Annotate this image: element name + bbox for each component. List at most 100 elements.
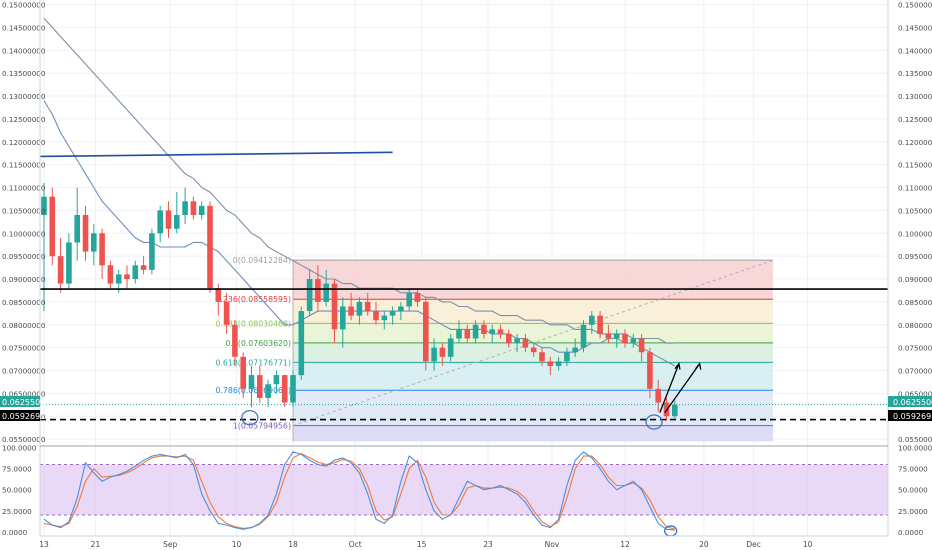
bearish-candle-body [124, 274, 130, 280]
bearish-candle-body [439, 347, 446, 357]
left-price-tick-label: 0.13500000 [2, 69, 46, 78]
left-price-tick-label: 0.12500000 [2, 115, 46, 124]
date-tick-label: Sep [163, 540, 177, 549]
bearish-candle-body [207, 205, 213, 289]
bearish-candle-body [99, 233, 105, 266]
fib-zone [293, 342, 773, 363]
bearish-candle-body [223, 301, 230, 325]
bullish-candle-body [613, 333, 620, 339]
fib-level-label: 0.236(0.08558595) [215, 295, 291, 304]
blue-trendline[interactable] [39, 151, 393, 158]
highlight-circle[interactable] [241, 409, 259, 426]
bearish-candle-body [655, 388, 661, 403]
bearish-candle-body [331, 283, 338, 330]
bullish-candle-body [132, 265, 139, 280]
right-price-tick-label: 0.15000000 [898, 1, 932, 10]
date-tick-label: Oct [349, 540, 362, 549]
fib-level-label: 0.786(0.06569064) [215, 386, 291, 395]
bearish-candle-body [240, 356, 246, 389]
fib-level-label: 0.618(0.07176771) [215, 358, 291, 367]
bullish-candle-body [273, 375, 280, 385]
projection-arrow-1[interactable] [659, 363, 680, 413]
bullish-candle-body [340, 306, 346, 330]
date-tick-label: 10 [803, 540, 813, 549]
fib-zone [293, 323, 773, 343]
bullish-candle-body [580, 324, 587, 348]
fib-level-label: 1(0.05794956) [233, 422, 291, 431]
left-price-tick-label: 0.12000000 [2, 138, 46, 147]
right-stochastic-tick-label: 25.0000 [898, 507, 928, 516]
bullish-candle-body [41, 196, 47, 215]
drawn-lines[interactable] [39, 151, 888, 421]
bearish-candle-body [605, 333, 612, 339]
bearish-candle-body [373, 311, 379, 321]
bullish-candle-body [265, 384, 271, 398]
bearish-candle-body [530, 347, 537, 353]
right-price-tick-label: 0.05500000 [898, 435, 932, 444]
date-tick-label: 21 [91, 540, 101, 549]
date-tick-label: 13 [39, 540, 49, 549]
left-current-price-tag [0, 396, 40, 407]
right-price-tick-label: 0.11500000 [898, 161, 932, 170]
right-current-price-tag [888, 396, 932, 407]
right-price-tick-label: 0.06500000 [898, 389, 932, 398]
bearish-candle-body [57, 256, 64, 284]
bearish-candle-body [647, 352, 653, 389]
bullish-candle-body [589, 315, 595, 325]
bullish-candle-body [381, 315, 388, 321]
right-price-tick-label: 0.14000000 [898, 46, 932, 55]
right-price-tick-label: 0.09500000 [898, 252, 932, 261]
right-price-tick-label: 0.13500000 [898, 69, 932, 78]
bullish-candle-body [572, 347, 578, 353]
left-price-tick-label: 0.13000000 [2, 92, 46, 101]
right-price-tick-label: 0.07000000 [898, 367, 932, 376]
left-price-tick-label: 0.15000000 [2, 1, 46, 10]
bearish-candle-body [638, 338, 645, 353]
right-price-tick-label: 0.09000000 [898, 275, 932, 284]
left-price-tick-label: 0.08500000 [2, 298, 46, 307]
left-price-tick-label: 0.08000000 [2, 321, 46, 330]
right-price-tick-label: 0.08000000 [898, 321, 932, 330]
bullish-candle-body [198, 205, 205, 215]
left-current-price-label: 0.06255004 [2, 398, 50, 407]
bullish-candle-body [472, 324, 479, 339]
stochastic-oscillator-pane [40, 451, 888, 537]
left-price-tick-label: 0.09000000 [2, 275, 46, 284]
date-tick-label: 12 [620, 540, 630, 549]
annotations[interactable] [241, 362, 702, 430]
right-price-tick-label: 0.13000000 [898, 92, 932, 101]
fib-level-label: 0(0.09412284) [233, 256, 291, 265]
bearish-candle-body [364, 301, 371, 312]
stochastic-k-line [43, 451, 675, 531]
bearish-candle-body [539, 352, 545, 362]
right-price-tick-label: 0.10500000 [898, 206, 932, 215]
bearish-candle-body [82, 214, 89, 252]
bullish-candle-body [555, 361, 562, 366]
left-price-tick-label: 0.10000000 [2, 229, 46, 238]
bullish-candle-body [323, 283, 329, 302]
date-tick-label: 18 [288, 540, 298, 549]
left-price-tick-label: 0.14000000 [2, 46, 46, 55]
fibonacci-retracement[interactable]: 0(0.09412284) 0.236(0.08558595) 0.382(0.08… [215, 256, 774, 442]
bearish-candle-body [215, 288, 222, 302]
bearish-candle-body [165, 210, 172, 229]
left-price-tick-label: 0.07000000 [2, 367, 46, 376]
projection-arrow-2[interactable] [664, 363, 701, 413]
bullish-candle-body [66, 242, 72, 284]
bullish-candle-body [447, 338, 454, 357]
right-stochastic-tick-label: 0.0000 [898, 528, 924, 537]
date-tick-label: Nov [545, 540, 560, 549]
bearish-candle-body [281, 375, 288, 403]
left-price-tick-label: 0.10500000 [2, 206, 46, 215]
bearish-candle-body [464, 329, 471, 339]
fib-zone [293, 260, 773, 300]
arrow-head [695, 362, 702, 370]
bullish-candle-body [157, 210, 163, 234]
bullish-candle-body [174, 214, 180, 229]
bearish-candle-body [414, 292, 421, 302]
right-stochastic-tick-label: 100.0000 [898, 444, 932, 453]
highlight-circle[interactable] [645, 414, 663, 430]
left-price-tick-label: 0.05500000 [2, 435, 46, 444]
right-support-price-label: 0.05926918 [893, 412, 932, 421]
